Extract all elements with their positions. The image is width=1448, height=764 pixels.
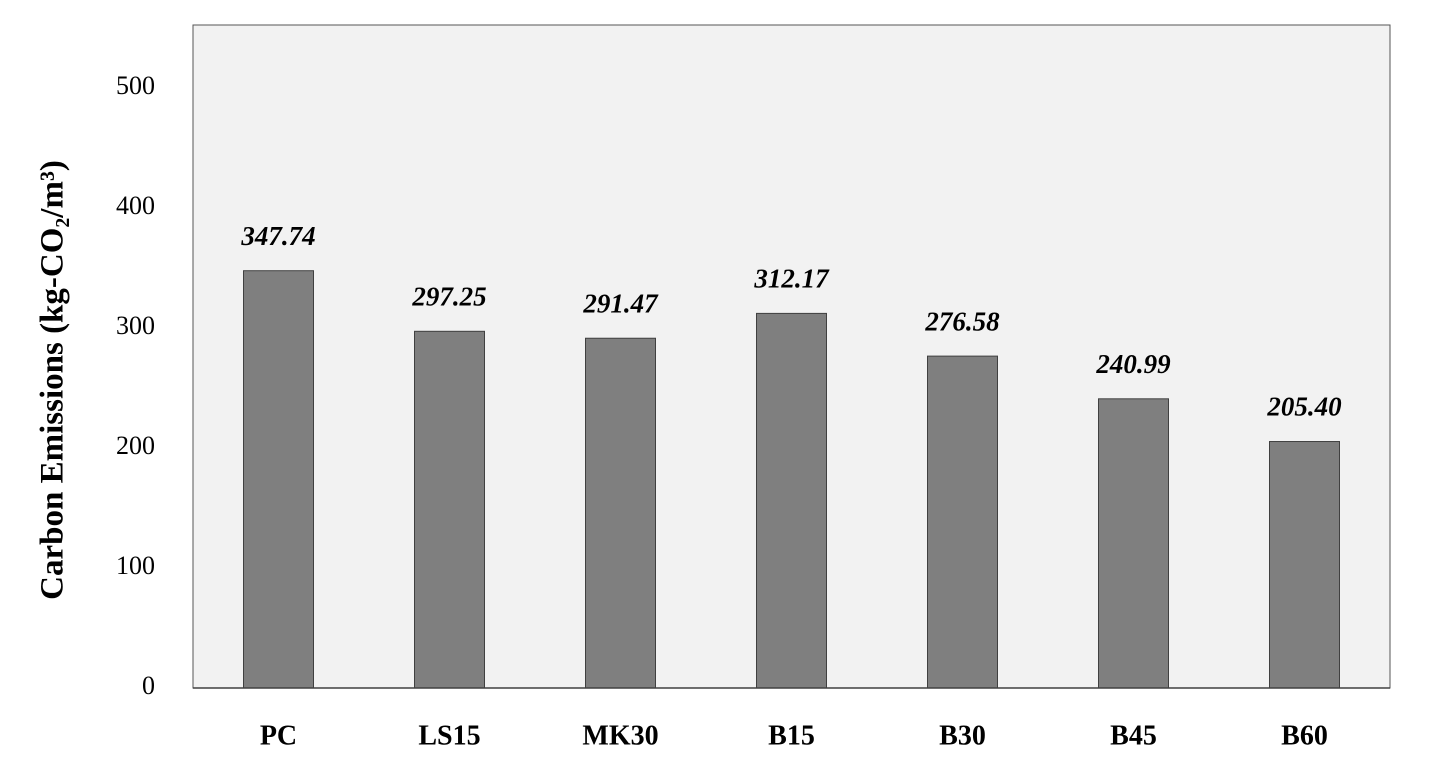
value-label: 240.99 <box>1095 349 1171 379</box>
bar <box>585 337 656 689</box>
value-label: 205.40 <box>1266 392 1342 422</box>
bar <box>756 312 827 689</box>
y-tick-label: 400 <box>116 191 155 220</box>
y-tick-label: 300 <box>116 311 155 340</box>
value-label: 291.47 <box>582 288 659 318</box>
x-tick-label: LS15 <box>418 720 480 751</box>
value-label: 276.58 <box>924 306 1000 336</box>
x-tick-label: B60 <box>1281 720 1328 751</box>
y-tick-label: 0 <box>142 671 155 700</box>
y-tick-label: 200 <box>116 431 155 460</box>
bar <box>414 330 485 689</box>
x-tick-label: B30 <box>939 720 986 751</box>
bar <box>243 270 314 689</box>
bar <box>1269 441 1340 689</box>
bar <box>1098 398 1169 689</box>
value-label: 347.74 <box>240 221 315 251</box>
y-axis-label: Carbon Emissions (kg-CO₂/m³) <box>35 160 71 600</box>
x-tick-label: PC <box>260 720 297 751</box>
value-label: 312.17 <box>753 264 830 294</box>
x-tick-label: B45 <box>1110 720 1157 751</box>
y-tick-label: 500 <box>116 71 155 100</box>
y-tick-label: 100 <box>116 551 155 580</box>
x-tick-label: MK30 <box>582 720 658 751</box>
value-label: 297.25 <box>411 282 486 312</box>
bar <box>927 355 998 689</box>
x-tick-label: B15 <box>768 720 815 751</box>
